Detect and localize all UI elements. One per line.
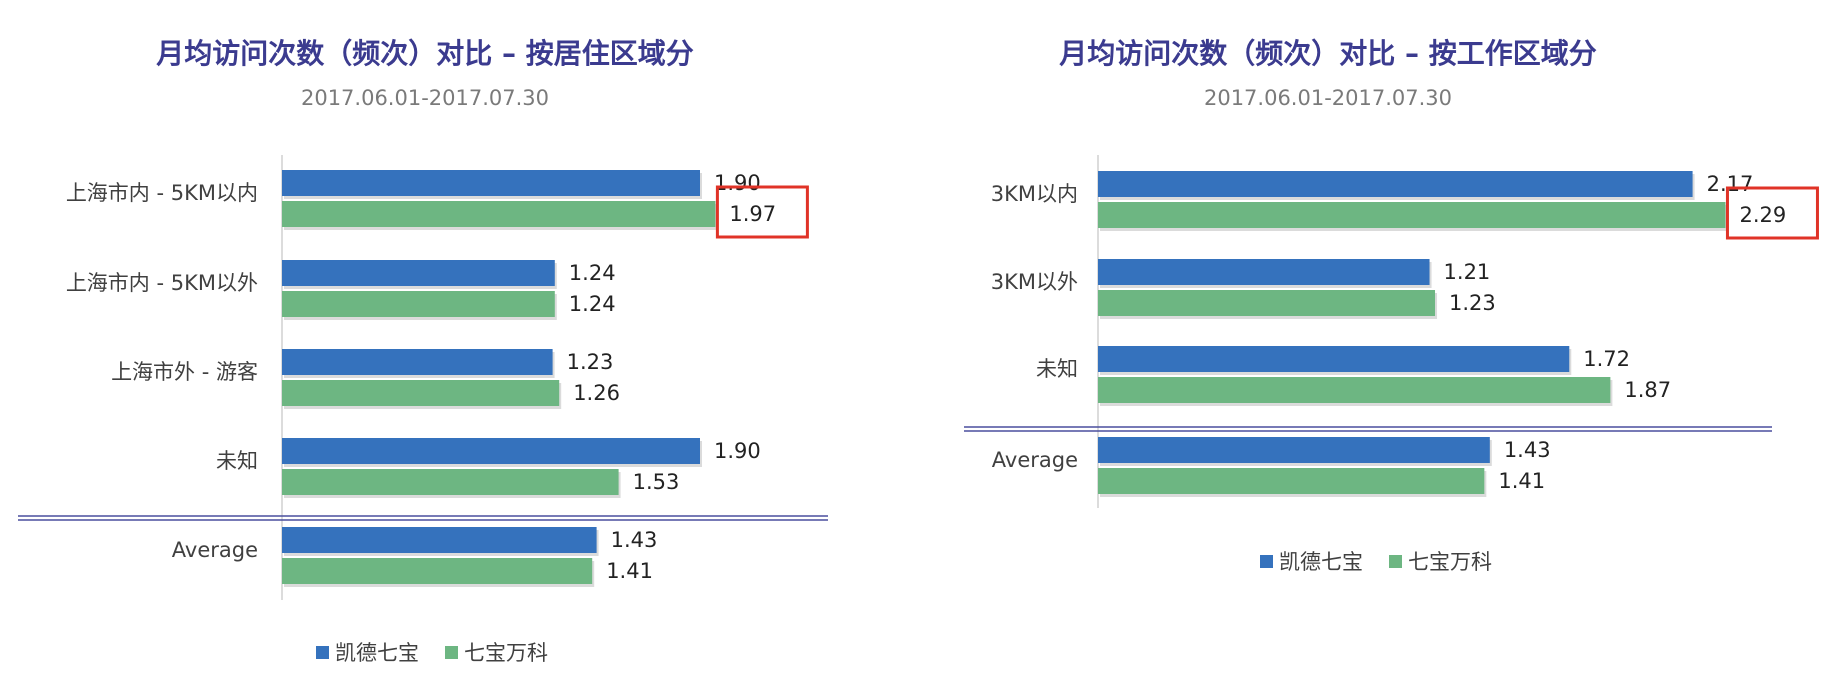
bar-qibao-vanke [282, 469, 619, 495]
bar-kaide-qibao [282, 349, 553, 375]
data-label: 1.26 [573, 381, 620, 405]
legend-item-series-1: 凯德七宝 [1260, 546, 1363, 576]
category-label: 未知 [1036, 357, 1078, 381]
category-label: 上海市内 - 5KM以内 [66, 181, 258, 205]
bar-qibao-vanke [282, 291, 555, 317]
chart-title: 月均访问次数（频次）对比 – 按居住区域分 [156, 37, 694, 70]
legend-label: 七宝万科 [1408, 550, 1492, 574]
bar-chart-work: 3KM以内 2.17 2.29 3KM以外 1.21 1.23 未知 1.72 1.87 Aver… [964, 155, 1819, 508]
category-label: 上海市内 - 5KM以外 [66, 271, 258, 295]
category-label: 上海市外 - 游客 [111, 360, 258, 384]
legend-item-series-2: 七宝万科 [1389, 546, 1492, 576]
data-label: 1.53 [633, 470, 680, 494]
chart-title: 月均访问次数（频次）对比 – 按工作区域分 [1059, 37, 1597, 70]
bar-kaide-qibao [1098, 171, 1693, 197]
highlight-box [1725, 186, 1819, 240]
chart-panel-residence: 月均访问次数（频次）对比 – 按居住区域分 2017.06.01-2017.07… [0, 0, 900, 690]
category-label: Average [992, 448, 1078, 472]
data-label: 1.21 [1444, 260, 1491, 284]
data-label: 1.23 [1449, 291, 1496, 315]
legend-item-series-2: 七宝万科 [445, 637, 548, 667]
legend-item-series-1: 凯德七宝 [316, 637, 419, 667]
bar-kaide-qibao [282, 170, 700, 196]
bar-kaide-qibao [282, 438, 700, 464]
legend-label: 七宝万科 [464, 641, 548, 665]
legend-swatch-blue [1260, 554, 1273, 568]
bar-qibao-vanke [1098, 290, 1436, 316]
data-label: 1.41 [1498, 469, 1545, 493]
data-label: 1.41 [606, 559, 653, 583]
legend-label: 凯德七宝 [335, 641, 419, 665]
bar-qibao-vanke [282, 558, 593, 584]
bar-kaide-qibao [282, 260, 555, 286]
data-label: 1.90 [714, 439, 761, 463]
chart-legend: 凯德七宝 七宝万科 [316, 637, 548, 667]
bar-kaide-qibao [1098, 437, 1490, 463]
bar-qibao-vanke [1098, 377, 1611, 403]
bar-kaide-qibao [282, 527, 597, 553]
chart-subtitle: 2017.06.01-2017.07.30 [1203, 86, 1453, 110]
category-label: Average [172, 538, 258, 562]
category-label: 3KM以内 [991, 182, 1078, 206]
highlight-box [715, 185, 809, 239]
bar-qibao-vanke [282, 380, 560, 406]
bar-chart-residence: 上海市内 - 5KM以内 1.90 1.97 上海市内 - 5KM以外 1.24 1.24… [18, 155, 828, 600]
chart-panel-work: 月均访问次数（频次）对比 – 按工作区域分 2017.06.01-2017.07… [918, 0, 1836, 690]
legend-label: 凯德七宝 [1279, 550, 1363, 574]
data-label: 1.43 [1504, 438, 1551, 462]
bar-qibao-vanke [282, 201, 716, 227]
category-label: 未知 [216, 449, 258, 473]
bar-kaide-qibao [1098, 259, 1430, 285]
chart-legend: 凯德七宝 七宝万科 [1260, 546, 1492, 576]
data-label: 1.23 [567, 350, 614, 374]
data-label: 1.97 [729, 202, 776, 226]
data-label: 1.43 [611, 528, 658, 552]
chart-subtitle: 2017.06.01-2017.07.30 [300, 86, 550, 110]
bar-qibao-vanke [1098, 202, 1726, 228]
legend-swatch-green [445, 645, 458, 659]
bar-kaide-qibao [1098, 346, 1570, 372]
data-label: 1.24 [569, 292, 616, 316]
data-label: 1.90 [714, 171, 761, 195]
bar-qibao-vanke [1098, 468, 1485, 494]
legend-swatch-green [1389, 554, 1402, 568]
data-label: 2.17 [1707, 172, 1754, 196]
data-label: 1.24 [569, 261, 616, 285]
category-label: 3KM以外 [991, 270, 1078, 294]
data-label: 1.87 [1624, 378, 1671, 402]
data-label: 2.29 [1739, 203, 1786, 227]
data-label: 1.72 [1583, 347, 1630, 371]
legend-swatch-blue [316, 645, 329, 659]
